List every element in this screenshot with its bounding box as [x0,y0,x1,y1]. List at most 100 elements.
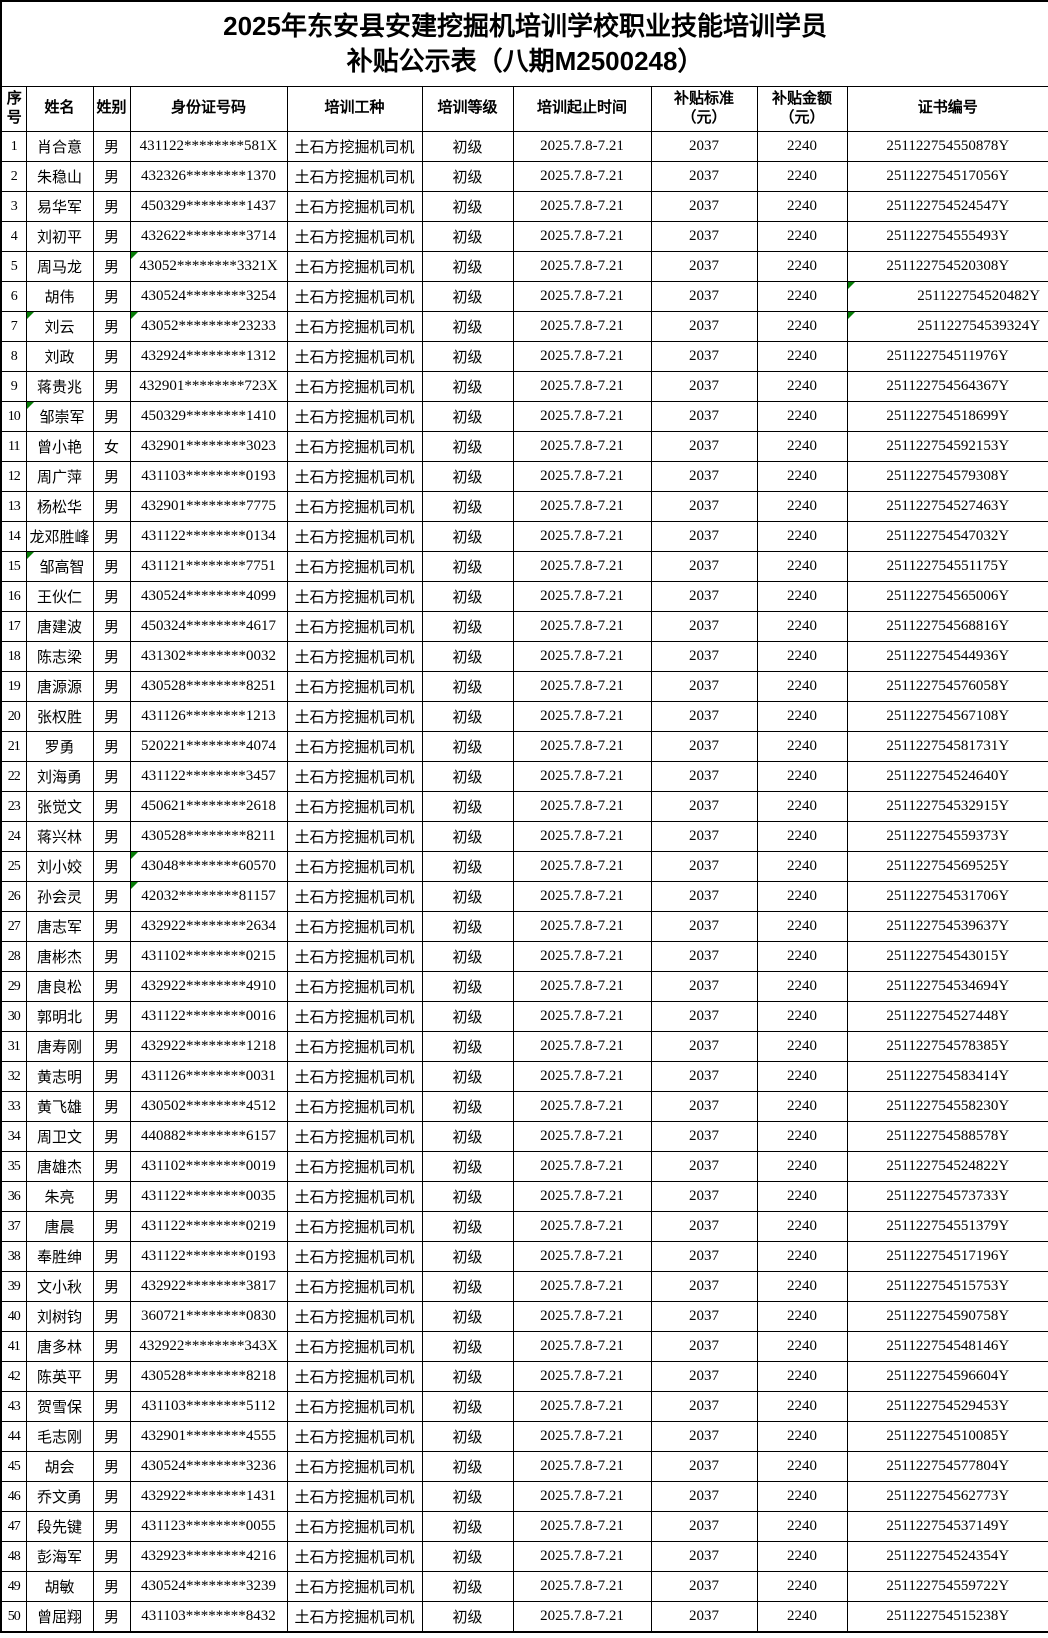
cell-seq: 27 [0,911,27,942]
cell-error-indicator-icon [27,402,34,409]
cell-text: 2240 [787,468,817,484]
cell-seq: 11 [0,431,27,462]
cell-text: 陈英平 [36,1370,82,1386]
cell-period: 2025.7.8-7.21 [512,281,652,312]
cell-text: 431102********0215 [141,948,276,964]
cell-period: 2025.7.8-7.21 [512,551,652,582]
cell-amount: 2240 [756,911,848,942]
cell-amount: 2240 [756,821,848,852]
cell-text: 男 [103,1400,119,1416]
cell-trade: 土石方挖掘机司机 [286,971,423,1002]
table-row: 24 蒋兴林 男 430528********8211 土石方挖掘机司机 初级 2025.7… [0,821,1048,852]
cell-level: 初级 [421,1301,514,1332]
cell-period: 2025.7.8-7.21 [512,611,652,642]
cell-id: 450329********1410 [129,401,288,432]
cell-amount: 2240 [756,1481,848,1512]
cell-text: 2037 [689,1308,719,1324]
cell-text: 初级 [452,290,483,306]
cell-level: 初级 [421,1571,514,1602]
cell-text: 土石方挖掘机司机 [294,530,415,546]
cell-text: 2240 [787,168,817,184]
cell-text: 2025.7.8-7.21 [540,1188,624,1204]
cell-text: 2240 [787,1608,817,1624]
table-row: 11 曾小艳 女 432901********3023 土石方挖掘机司机 初级 2025.7… [0,431,1048,462]
cell-seq: 18 [0,641,27,672]
cell-cert: 251122754531706Y [846,881,1048,912]
cell-text: 男 [103,260,119,276]
cell-seq: 47 [0,1511,27,1542]
cell-id: 431122********0134 [129,521,288,552]
cell-cert: 251122754520482Y [846,281,1048,312]
cell-seq: 16 [0,581,27,612]
cell-text: 唐良松 [36,980,82,996]
cell-text: 土石方挖掘机司机 [294,830,415,846]
cell-text: 7 [10,318,18,334]
cell-text: 土石方挖掘机司机 [294,1430,415,1446]
cell-text: 男 [103,1430,119,1446]
cell-text: 龙邓胜峰 [29,530,90,546]
cell-text: 初级 [452,1280,483,1296]
cell-text: 初级 [452,410,483,426]
cell-trade: 土石方挖掘机司机 [286,131,423,162]
cell-text: 432923********4216 [141,1548,276,1564]
cell-text: 2037 [689,858,719,874]
cell-text: 土石方挖掘机司机 [294,770,415,786]
cell-text: 2240 [787,1068,817,1084]
cell-standard: 2037 [650,221,758,252]
cell-gender: 男 [92,761,131,792]
cell-id: 431122********0219 [129,1211,288,1242]
cell-level: 初级 [421,581,514,612]
cell-text: 2240 [787,1308,817,1324]
cell-text: 土石方挖掘机司机 [294,560,415,576]
cell-text: 男 [103,1310,119,1326]
cell-text: 251122754534694Y [886,978,1010,994]
cell-name: 蒋兴林 [25,821,94,852]
cell-standard: 2037 [650,611,758,642]
cell-text: 2037 [689,1248,719,1264]
cell-id: 430528********8211 [129,821,288,852]
cell-seq: 37 [0,1211,27,1242]
cell-standard: 2037 [650,1061,758,1092]
cell-period: 2025.7.8-7.21 [512,1421,652,1452]
cell-text: 男 [103,770,119,786]
cell-text: 251122754520308Y [886,258,1010,274]
cell-trade: 土石方挖掘机司机 [286,1241,423,1272]
cell-text: 土石方挖掘机司机 [294,980,415,996]
cell-gender: 男 [92,371,131,402]
cell-id: 430528********8218 [129,1361,288,1392]
cell-text: 251122754559722Y [886,1578,1010,1594]
cell-text: 土石方挖掘机司机 [294,860,415,876]
table-row: 42 陈英平 男 430528********8218 土石方挖掘机司机 初级 2025.7… [0,1361,1048,1392]
cell-cert: 251122754534694Y [846,971,1048,1002]
cell-text: 43048********60570 [141,858,276,874]
cell-id: 450329********1437 [129,191,288,222]
cell-text: 初级 [452,1160,483,1176]
cell-seq: 46 [0,1481,27,1512]
cell-standard: 2037 [650,1541,758,1572]
cell-name: 周广萍 [25,461,94,492]
cell-text: 2025.7.8-7.21 [540,1158,624,1174]
cell-amount: 2240 [756,671,848,702]
cell-name: 孙会灵 [25,881,94,912]
table-row: 23 张觉文 男 450621********2618 土石方挖掘机司机 初级 2025.7… [0,791,1048,822]
cell-text: 251122754515238Y [886,1608,1010,1624]
cell-gender: 男 [92,911,131,942]
cell-seq: 24 [0,821,27,852]
cell-text: 251122754568816Y [886,618,1010,634]
cell-gender: 男 [92,1391,131,1422]
cell-trade: 土石方挖掘机司机 [286,1601,423,1633]
cell-seq: 19 [0,671,27,702]
cell-text: 32 [7,1068,21,1084]
cell-gender: 男 [92,851,131,882]
cell-period: 2025.7.8-7.21 [512,461,652,492]
cell-standard: 2037 [650,1331,758,1362]
cell-text: 432622********3714 [141,228,276,244]
cell-text: 2025.7.8-7.21 [540,1038,624,1054]
cell-error-indicator-icon [131,312,138,319]
cell-text: 土石方挖掘机司机 [294,920,415,936]
cell-seq: 7 [0,311,27,342]
table-row: 14 龙邓胜峰男 431122********0134 土石方挖掘机司机 初级 2025.… [0,521,1048,552]
cell-trade: 土石方挖掘机司机 [286,611,423,642]
cell-text: 男 [103,830,119,846]
cell-text: 2025.7.8-7.21 [540,588,624,604]
